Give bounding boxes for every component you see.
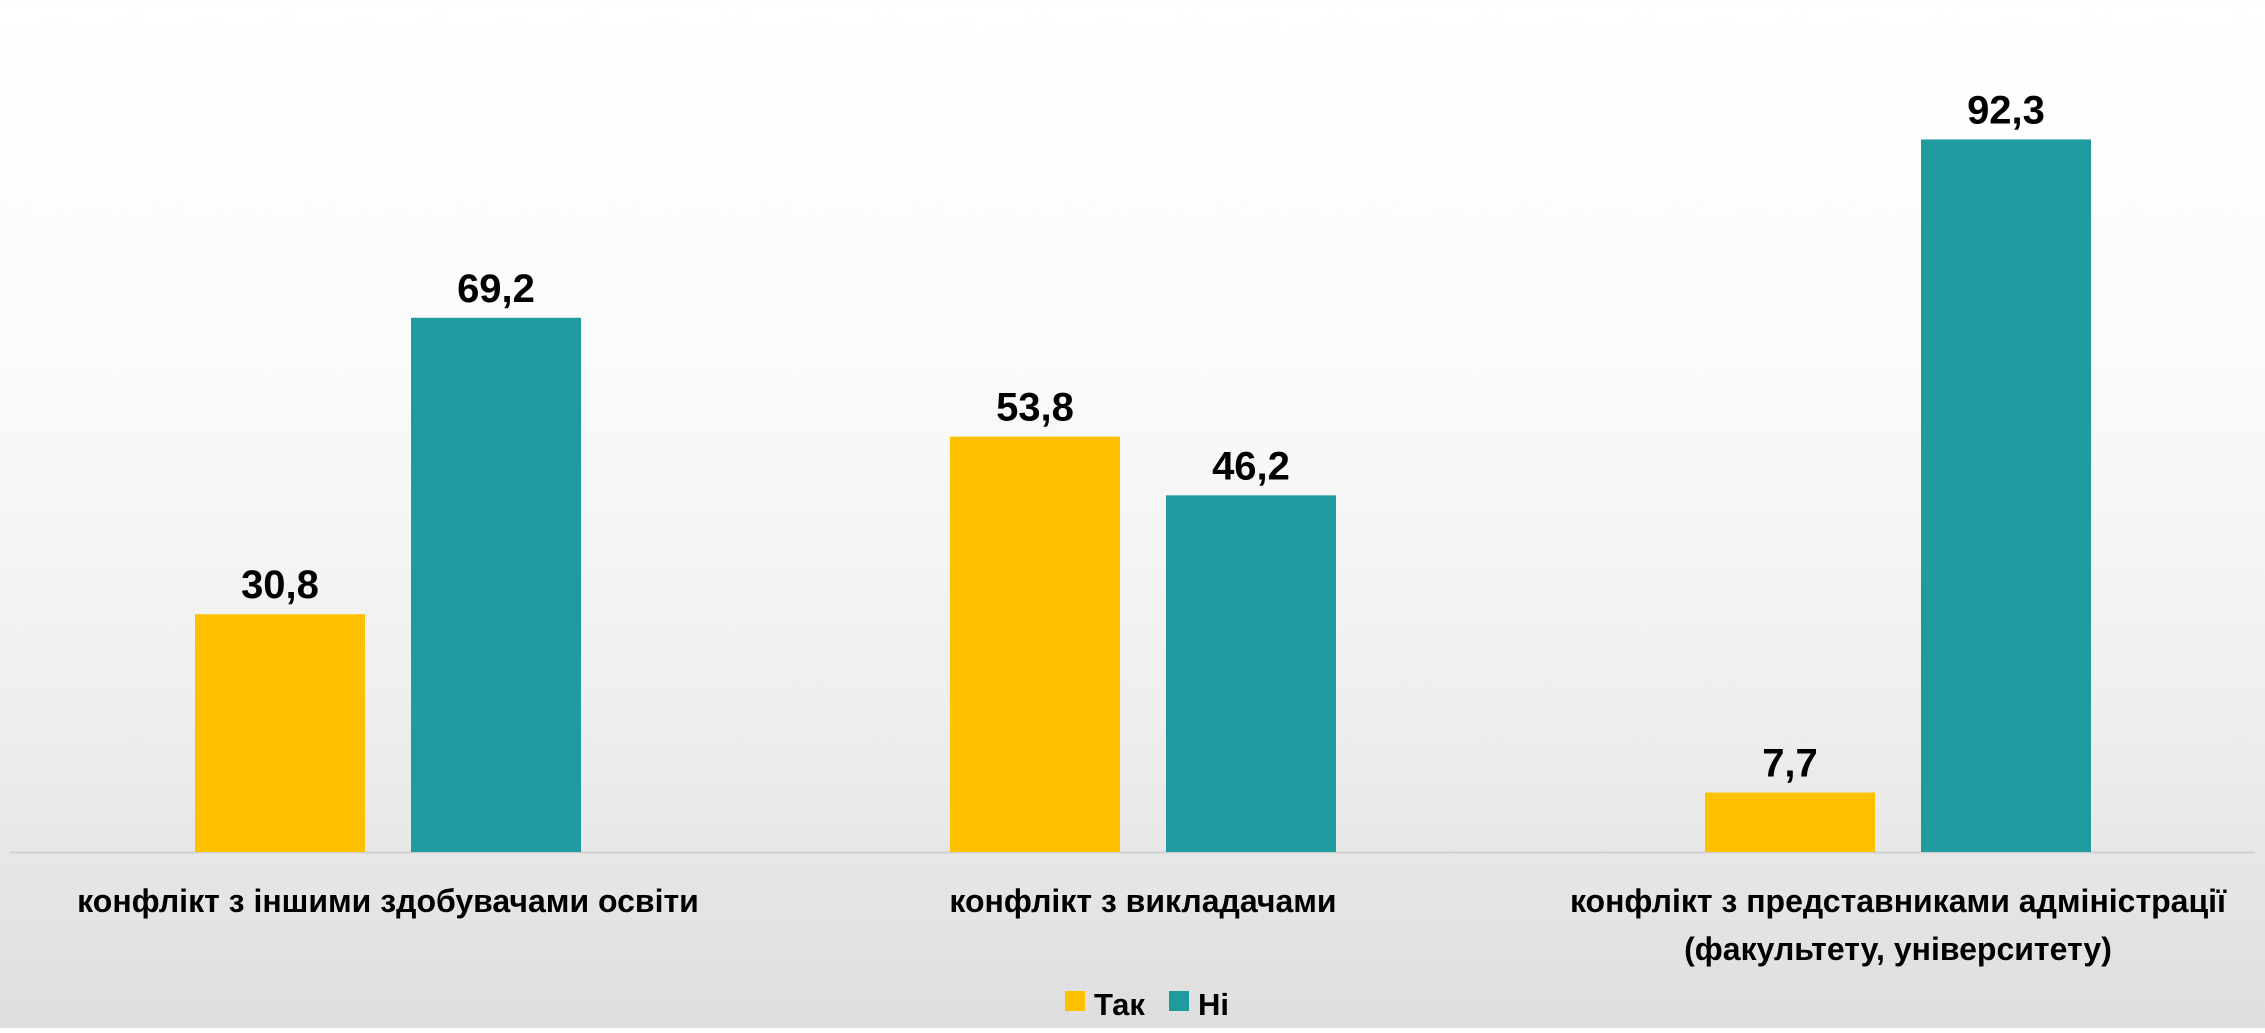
data-label: 30,8: [241, 563, 319, 607]
legend-swatch-ni: [1169, 991, 1189, 1011]
data-label: 92,3: [1967, 88, 2045, 132]
bar-ni-1: [411, 317, 581, 852]
bar-ni-2: [1166, 495, 1336, 852]
x-tick-label: конфлікт з іншими здобувачами освіти: [77, 883, 699, 919]
bar-tak-2: [950, 436, 1120, 852]
data-label: 53,8: [996, 386, 1074, 430]
bar-tak-3: [1705, 792, 1875, 852]
legend-label-ni: Ні: [1198, 987, 1229, 1022]
x-tick-label: конфлікт з представниками адміністрації: [1570, 883, 2227, 919]
data-label: 69,2: [457, 267, 535, 311]
legend-label-tak: Так: [1094, 987, 1145, 1022]
x-tick-label: (факультету, університету): [1684, 931, 2112, 967]
bar-ni-3: [1921, 139, 2091, 853]
bar-tak-1: [195, 614, 365, 852]
legend-swatch-tak: [1065, 991, 1085, 1011]
data-label: 7,7: [1762, 742, 1818, 786]
x-tick-label: конфлікт з викладачами: [949, 883, 1336, 919]
data-label: 46,2: [1212, 444, 1290, 488]
